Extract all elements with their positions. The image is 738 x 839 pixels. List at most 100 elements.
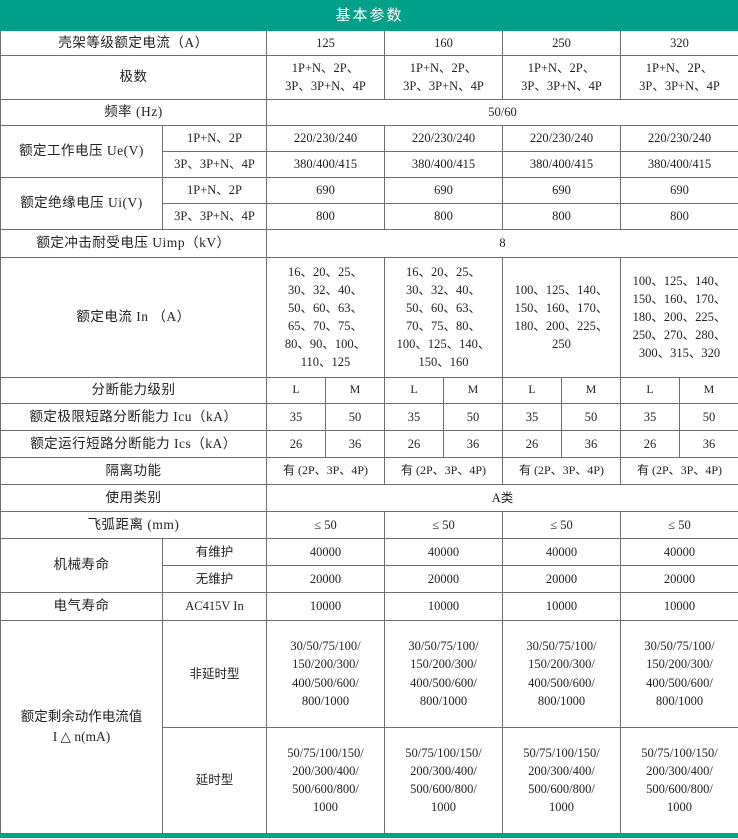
- ics-320-L: 26: [620, 429, 680, 458]
- mechanical-life-b-125: 20000: [266, 564, 385, 593]
- icu-250-M: 50: [561, 402, 621, 431]
- ics-320-M: 36: [678, 429, 738, 458]
- text-line: 50/75/100/150/: [523, 745, 600, 760]
- residual-current-a-125: 30/50/75/100/150/200/300/400/500/600/800…: [266, 619, 385, 728]
- text-line: 150/200/300/: [292, 657, 359, 672]
- residual-current-label-line2: I △ n(mA): [52, 728, 111, 744]
- frequency-value: 50/60: [265, 98, 738, 126]
- text-line: 200/300/400/: [292, 763, 359, 778]
- text-line: 150、160、170、: [632, 291, 727, 306]
- poles-value-160: 1P+N、2P、 3P、3P+N、4P: [384, 54, 503, 100]
- poles-value-320: 1P+N、2P、 3P、3P+N、4P: [619, 54, 738, 100]
- mechanical-life-a-320: 40000: [619, 537, 738, 566]
- insulation-voltage-row-b: 3P、3P+N、4P 800 800 800 800: [1, 202, 738, 230]
- poles-line-1: 1P+N、2P、: [409, 60, 478, 75]
- frame-rating-320: 320: [619, 30, 738, 56]
- mechanical-life-sub-maintained: 有维护: [162, 537, 267, 566]
- residual-current-sub-nondelay: 非延时型: [162, 619, 267, 728]
- text-line: 30、32、40、: [287, 282, 363, 297]
- working-voltage-a-250: 220/230/240: [502, 124, 621, 152]
- mechanical-life-sub-unmaintained: 无维护: [162, 564, 267, 593]
- text-line: 400/500/600/: [528, 675, 595, 690]
- breaking-class-row: 分断能力级别 L M L M L M L M: [0, 376, 738, 404]
- text-line: 150、160、170、: [514, 300, 609, 315]
- icu-160-M: 50: [443, 402, 503, 431]
- arcing-distance-label: 飞弧距离 (mm): [0, 510, 267, 539]
- mechanical-life-a-250: 40000: [502, 537, 621, 566]
- working-voltage-sub-3p4p: 3P、3P+N、4P: [162, 150, 267, 178]
- text-line: 250、270、280、: [632, 328, 727, 343]
- arcing-distance-row: 飞弧距离 (mm) ≤ 50 ≤ 50 ≤ 50 ≤ 50: [0, 510, 738, 539]
- text-line: 800/1000: [537, 693, 586, 708]
- rated-current-label: 额定电流 In （A）: [0, 256, 267, 378]
- ics-125-M: 36: [325, 429, 385, 458]
- breaking-class-160-M: M: [443, 376, 503, 404]
- text-line: 800/1000: [301, 693, 350, 708]
- icu-label: 额定极限短路分断能力 Icu（kA）: [0, 402, 267, 431]
- isolation-320: 有 (2P、3P、4P): [619, 456, 738, 485]
- residual-current-b-160: 50/75/100/150/200/300/400/500/600/800/10…: [384, 726, 503, 834]
- text-line: 250: [552, 337, 571, 352]
- text-line: 500/600/800/: [528, 782, 595, 797]
- ics-row: 额定运行短路分断能力 Ics（kA） 26 36 26 36 26 36 26 …: [0, 429, 738, 458]
- working-voltage-b-125: 380/400/415: [266, 150, 385, 178]
- text-line: 50/75/100/150/: [287, 745, 364, 760]
- poles-line-2: 3P、3P+N、4P: [403, 79, 484, 94]
- text-line: 180、200、225、: [514, 319, 609, 334]
- poles-line-1: 1P+N、2P、: [645, 60, 714, 75]
- ics-250-L: 26: [502, 429, 562, 458]
- insulation-voltage-b-320: 800: [619, 202, 738, 230]
- working-voltage-b-320: 380/400/415: [619, 150, 738, 178]
- electrical-life-sub: AC415V In: [162, 591, 267, 621]
- text-line: 400/500/600/: [410, 675, 477, 690]
- mechanical-life-b-160: 20000: [384, 564, 503, 593]
- breaking-class-320-L: L: [620, 376, 680, 404]
- impulse-voltage-row: 额定冲击耐受电压 Uimp（kV） 8: [0, 228, 738, 258]
- text-line: 150/200/300/: [410, 657, 477, 672]
- table-title-row: 基本参数: [0, 0, 738, 31]
- icu-row: 额定极限短路分断能力 Icu（kA） 35 50 35 50 35 50 35 …: [0, 402, 738, 431]
- working-voltage-a-320: 220/230/240: [619, 124, 738, 152]
- poles-value-125: 1P+N、2P、 3P、3P+N、4P: [266, 54, 385, 100]
- residual-current-a-320: 30/50/75/100/150/200/300/400/500/600/800…: [619, 619, 738, 728]
- arcing-distance-160: ≤ 50: [384, 510, 503, 539]
- icu-320-M: 50: [678, 402, 738, 431]
- working-voltage-a-160: 220/230/240: [384, 124, 503, 152]
- insulation-voltage-a-160: 690: [384, 176, 503, 204]
- text-line: 16、20、25、: [405, 264, 481, 279]
- ics-label: 额定运行短路分断能力 Ics（kA）: [0, 429, 267, 458]
- residual-current-label-line1: 额定剩余动作电流值: [20, 709, 143, 724]
- insulation-voltage-sub-1pn2p: 1P+N、2P: [162, 176, 267, 204]
- insulation-voltage-b-125: 800: [266, 202, 385, 230]
- insulation-voltage-a-250: 690: [502, 176, 621, 204]
- electrical-life-160: 10000: [384, 591, 503, 621]
- isolation-250: 有 (2P、3P、4P): [502, 456, 621, 485]
- text-line: 400/500/600/: [646, 675, 713, 690]
- icu-250-L: 35: [502, 402, 562, 431]
- text-line: 16、20、25、: [287, 264, 363, 279]
- mechanical-life-b-320: 20000: [619, 564, 738, 593]
- mechanical-life-row-a: 机械寿命 有维护 40000 40000 40000 40000: [0, 537, 738, 593]
- insulation-voltage-a-125: 690: [266, 176, 385, 204]
- insulation-voltage-row-a: 额定绝缘电压 Ui(V) 1P+N、2P 690 690 690 690: [0, 176, 738, 230]
- text-line: 200/300/400/: [528, 763, 595, 778]
- insulation-voltage-sub-3p4p: 3P、3P+N、4P: [162, 202, 267, 230]
- text-line: 50、60、63、: [287, 300, 363, 315]
- text-line: 30、32、40、: [405, 282, 481, 297]
- breaking-class-125-L: L: [266, 376, 326, 404]
- frame-rating-label: 壳架等级额定电流（A）: [0, 30, 267, 56]
- text-line: 30/50/75/100/: [526, 639, 597, 654]
- electrical-life-125: 10000: [266, 591, 385, 621]
- electrical-life-320: 10000: [619, 591, 738, 621]
- text-line: 65、70、75、: [287, 319, 363, 334]
- text-line: 150、160: [418, 355, 469, 370]
- ics-160-M: 36: [443, 429, 503, 458]
- text-line: 100、125、140、: [396, 337, 491, 352]
- text-line: 100、125、140、: [632, 273, 727, 288]
- text-line: 500/600/800/: [410, 782, 477, 797]
- text-line: 30/50/75/100/: [408, 639, 479, 654]
- text-line: 110、125: [300, 355, 351, 370]
- residual-current-a-250: 30/50/75/100/150/200/300/400/500/600/800…: [502, 619, 621, 728]
- text-line: 200/300/400/: [410, 763, 477, 778]
